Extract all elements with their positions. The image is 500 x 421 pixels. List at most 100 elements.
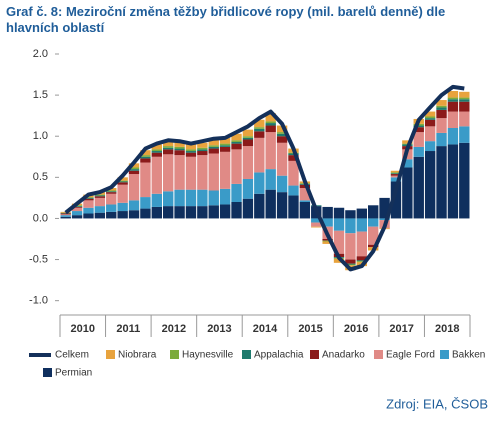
bar-segment [117, 202, 128, 212]
bar-segment [151, 156, 162, 194]
bar-segment [311, 226, 322, 228]
bar-segment [276, 142, 288, 176]
source: Zdroj: EIA, ČSOB [386, 396, 488, 411]
bar-segment [208, 146, 219, 149]
bar-segment [265, 189, 276, 219]
bar-segment [140, 197, 151, 209]
bar-segment [83, 197, 94, 199]
bar-segment [83, 198, 94, 201]
bar-segment [117, 211, 128, 219]
bar-segment [379, 197, 390, 219]
bar-segment [288, 155, 299, 161]
bar-segment [219, 145, 231, 147]
bar-segment [208, 190, 219, 206]
bar-segment [333, 218, 345, 231]
bar-segment [402, 140, 413, 144]
bar-segment [402, 167, 413, 219]
bar-segment [185, 206, 197, 219]
bar-segment [71, 211, 83, 216]
bar-segment [219, 146, 231, 152]
bar-segment [208, 205, 219, 219]
bar-segment [459, 99, 470, 102]
bar-segment [322, 241, 333, 244]
bar-segment [197, 147, 208, 150]
bar-segment [436, 107, 447, 110]
bar-segment [128, 169, 140, 171]
bar-segment [185, 151, 197, 153]
y-tick-label: 2.0 [33, 48, 48, 60]
bar-segment [174, 189, 185, 207]
bar-segment [368, 244, 379, 248]
bar-segment [265, 123, 276, 126]
bar-segment [436, 109, 447, 119]
bar-segment [447, 144, 459, 219]
bar-segment [299, 188, 311, 201]
bar-segment [345, 263, 356, 265]
bar-segment [345, 218, 356, 234]
bar-segment [322, 240, 333, 242]
bar-segment [265, 121, 276, 124]
x-tick-label: 2012 [162, 323, 186, 335]
x-tick-label: 2010 [71, 323, 95, 335]
bar-segment [117, 184, 128, 203]
bar-segment [208, 139, 219, 146]
bar-segment [185, 152, 197, 157]
bar-segment [208, 153, 219, 191]
y-tick-label: 0.0 [33, 212, 48, 224]
bar-segment [356, 260, 367, 262]
bar-segment [436, 105, 447, 108]
bar-segment [254, 131, 265, 138]
bar-segment [231, 143, 242, 150]
bar-segment [71, 206, 83, 208]
bar-segment [174, 148, 185, 151]
bar-segment [254, 193, 265, 219]
bar-segment [299, 200, 311, 202]
legend-label: Anadarko [322, 350, 365, 361]
bar-segment [140, 156, 151, 159]
bar-segment [447, 91, 459, 98]
bar-segment [231, 140, 242, 142]
y-tick-label: 0.5 [33, 171, 48, 183]
x-tick-label: 2016 [344, 323, 368, 335]
bar-segment [197, 206, 208, 219]
bar-segment [390, 177, 402, 182]
bar-segment [356, 256, 367, 261]
bar-segment [424, 151, 436, 219]
bar-segment [322, 206, 333, 219]
bar-segment [276, 125, 288, 133]
bar-segment [94, 194, 106, 196]
bar-segment [106, 211, 117, 219]
bar-segment [345, 264, 356, 266]
bar-segment [197, 189, 208, 207]
bar-segment [151, 152, 162, 157]
bar-segment [163, 206, 174, 219]
bar-segment [459, 101, 470, 112]
bar-segment [242, 146, 254, 179]
bar-segment [390, 174, 402, 176]
bar-segment [94, 196, 106, 198]
bar-segment [345, 233, 356, 260]
bar-segment [208, 148, 219, 154]
bar-segment [219, 151, 231, 189]
bar-segment [197, 155, 208, 190]
bar-segment [174, 206, 185, 219]
x-tick-label: 2017 [389, 323, 413, 335]
bar-segment [151, 151, 162, 153]
bar-segment [140, 150, 151, 156]
bar-segment [242, 136, 254, 138]
legend-label: Celkem [55, 350, 89, 361]
bar-segment [276, 175, 288, 193]
bar-segment [71, 206, 83, 207]
bar-segment [174, 150, 185, 156]
bar-segment [368, 226, 379, 245]
bar-segment [459, 91, 470, 98]
bar-segment [276, 136, 288, 143]
x-tick-label: 2015 [298, 323, 322, 335]
bar-segment [436, 146, 447, 219]
bar-segment [60, 214, 71, 216]
bar-segment [163, 141, 174, 147]
bar-segment [311, 218, 322, 223]
bar-segment [265, 125, 276, 133]
bar-segment [242, 137, 254, 140]
